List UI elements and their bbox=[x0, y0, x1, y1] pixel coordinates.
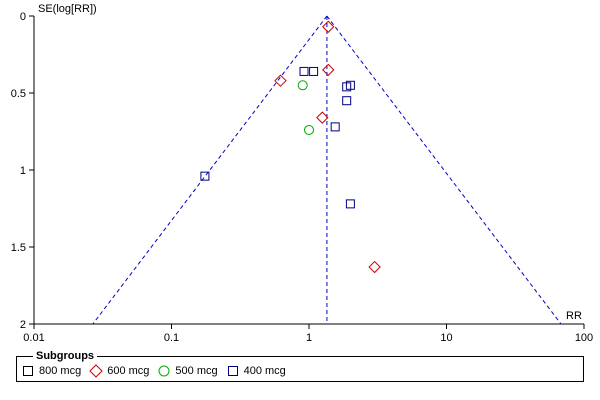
legend-item: 500 mcg bbox=[157, 364, 218, 378]
data-point bbox=[322, 20, 335, 33]
legend-marker bbox=[89, 364, 103, 378]
legend: Subgroups 800 mcg 600 mcg 500 mcg 400 mcg bbox=[16, 349, 584, 382]
y-tick-label: 2 bbox=[20, 319, 26, 331]
ticks: 0 0.5 1 1.5 20.01 0.1 1 10 100 bbox=[11, 11, 593, 344]
y-tick-label: 0 bbox=[20, 11, 26, 23]
data-point bbox=[309, 66, 319, 76]
square-marker-icon bbox=[227, 366, 238, 376]
square-marker-icon bbox=[23, 366, 33, 376]
legend-label: 400 mcg bbox=[243, 365, 286, 377]
legend-item: 400 mcg bbox=[226, 364, 286, 378]
data-point bbox=[304, 124, 314, 135]
legend-items: 800 mcg 600 mcg 500 mcg 400 mcg bbox=[21, 364, 294, 378]
x-axis-title: RR bbox=[566, 310, 582, 322]
legend-marker bbox=[227, 366, 238, 376]
y-tick-label: 1.5 bbox=[11, 242, 26, 254]
funnel-lower-limit bbox=[92, 15, 328, 325]
data-point bbox=[322, 63, 335, 77]
data-points bbox=[200, 20, 381, 274]
x-tick-label: 0.01 bbox=[23, 332, 44, 344]
circle-marker-icon bbox=[158, 365, 170, 377]
data-point bbox=[200, 171, 210, 181]
y-tick-label: 1 bbox=[20, 165, 26, 177]
legend-label: 600 mcg bbox=[107, 365, 150, 377]
data-point bbox=[342, 96, 352, 106]
x-tick-label: 10 bbox=[440, 332, 452, 344]
funnel-upper-limit bbox=[326, 15, 562, 325]
legend-marker bbox=[158, 365, 170, 377]
data-point bbox=[299, 66, 309, 76]
data-point bbox=[368, 260, 381, 274]
y-axis-title: SE(log[RR]) bbox=[38, 3, 97, 15]
x-tick-label: 1 bbox=[306, 332, 312, 344]
legend-label: 800 mcg bbox=[39, 365, 82, 377]
data-point bbox=[345, 80, 355, 90]
legend-label: 500 mcg bbox=[175, 365, 218, 377]
legend-item: 600 mcg bbox=[89, 364, 149, 378]
data-point bbox=[345, 199, 355, 209]
legend-title: Subgroups bbox=[33, 349, 98, 363]
data-point bbox=[330, 122, 340, 132]
x-tick-label: 100 bbox=[575, 332, 593, 344]
y-tick-label: 0.5 bbox=[11, 88, 26, 100]
x-tick-label: 0.1 bbox=[164, 332, 179, 344]
funnel-lines bbox=[92, 15, 562, 325]
legend-marker bbox=[23, 366, 33, 376]
data-point bbox=[274, 74, 287, 87]
data-point bbox=[297, 80, 308, 91]
data-point bbox=[316, 111, 329, 124]
legend-item: 800 mcg bbox=[21, 364, 81, 378]
diamond-marker-icon bbox=[89, 364, 103, 378]
axes bbox=[33, 16, 584, 325]
